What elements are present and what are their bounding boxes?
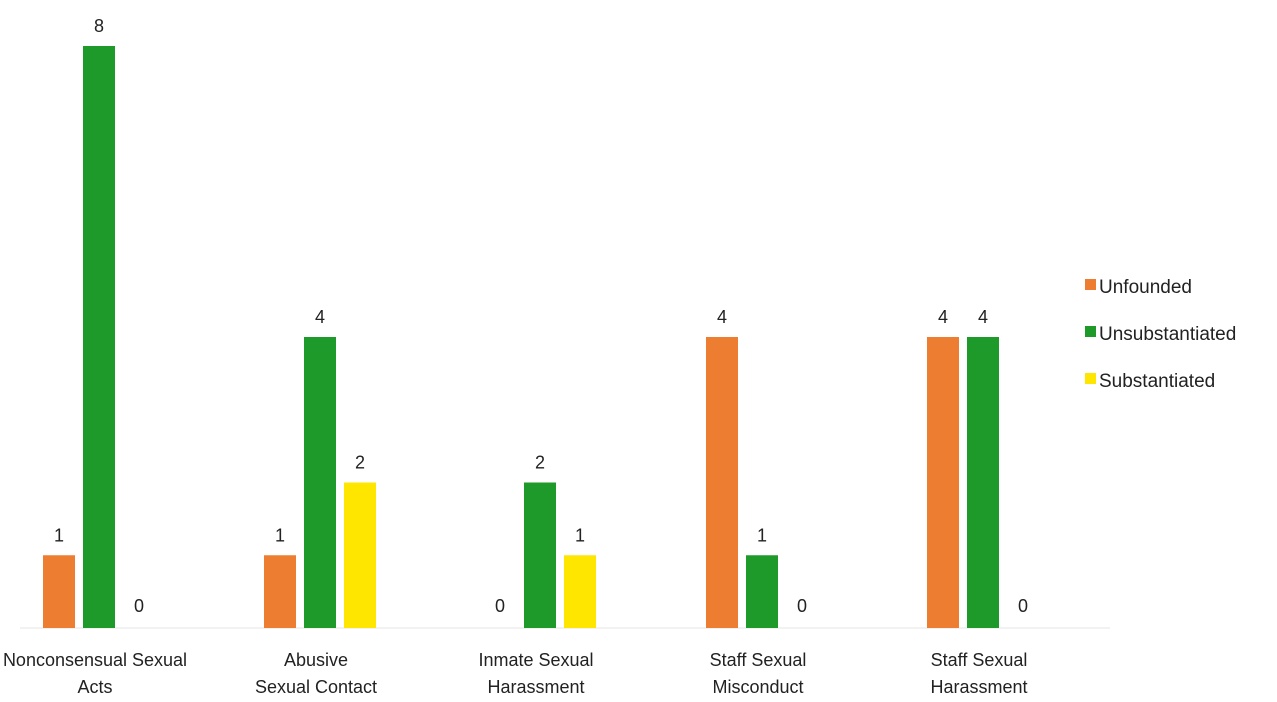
bar-2-unfounded	[264, 555, 296, 628]
bar-2-unsubstantiated	[304, 337, 336, 628]
value-label-1-substantiated: 0	[134, 596, 144, 616]
value-label-4-substantiated: 0	[797, 596, 807, 616]
legend-label-unsubstantiated: Unsubstantiated	[1099, 324, 1236, 345]
value-label-4-unfounded: 4	[717, 307, 727, 327]
legend-swatch-unfounded	[1085, 279, 1096, 290]
category-label-5: Staff Sexual Harassment	[930, 650, 1027, 697]
value-label-2-unfounded: 1	[275, 525, 285, 545]
category-labels-group: Nonconsensual Sexual Acts Abusive Sexual Co…	[3, 650, 1028, 697]
value-label-3-unfounded: 0	[495, 596, 505, 616]
value-label-4-unsubstantiated: 1	[757, 525, 767, 545]
bars-group	[43, 46, 999, 628]
bar-4-unsubstantiated	[746, 555, 778, 628]
value-label-5-substantiated: 0	[1018, 596, 1028, 616]
value-label-3-unsubstantiated: 2	[535, 453, 545, 473]
bar-2-substantiated	[344, 482, 376, 628]
bar-5-unsubstantiated	[967, 337, 999, 628]
bar-5-unfounded	[927, 337, 959, 628]
bar-3-substantiated	[564, 555, 596, 628]
value-label-3-substantiated: 1	[575, 525, 585, 545]
bar-4-unfounded	[706, 337, 738, 628]
value-labels-group: 1 8 0 1 4 2 0 2 1 4 1 0 4 4 0	[54, 16, 1028, 616]
category-label-3: Inmate Sexual Harassment	[478, 650, 593, 697]
legend-swatch-unsubstantiated	[1085, 326, 1096, 337]
value-label-2-substantiated: 2	[355, 453, 365, 473]
bar-3-unsubstantiated	[524, 482, 556, 628]
legend-label-unfounded: Unfounded	[1099, 277, 1192, 298]
value-label-1-unsubstantiated: 8	[94, 16, 104, 36]
category-label-4: Staff Sexual Misconduct	[710, 650, 807, 697]
value-label-1-unfounded: 1	[54, 525, 64, 545]
value-label-5-unsubstantiated: 4	[978, 307, 988, 327]
bar-1-unsubstantiated	[83, 46, 115, 628]
bar-1-unfounded	[43, 555, 75, 628]
value-label-2-unsubstantiated: 4	[315, 307, 325, 327]
category-label-1: Nonconsensual Sexual Acts	[3, 650, 187, 697]
legend: Unfounded Unsubstantiated Substantiated	[1085, 277, 1236, 392]
category-label-2: Abusive Sexual Contact	[255, 650, 377, 697]
legend-swatch-substantiated	[1085, 373, 1096, 384]
value-label-5-unfounded: 4	[938, 307, 948, 327]
legend-label-substantiated: Substantiated	[1099, 371, 1215, 392]
